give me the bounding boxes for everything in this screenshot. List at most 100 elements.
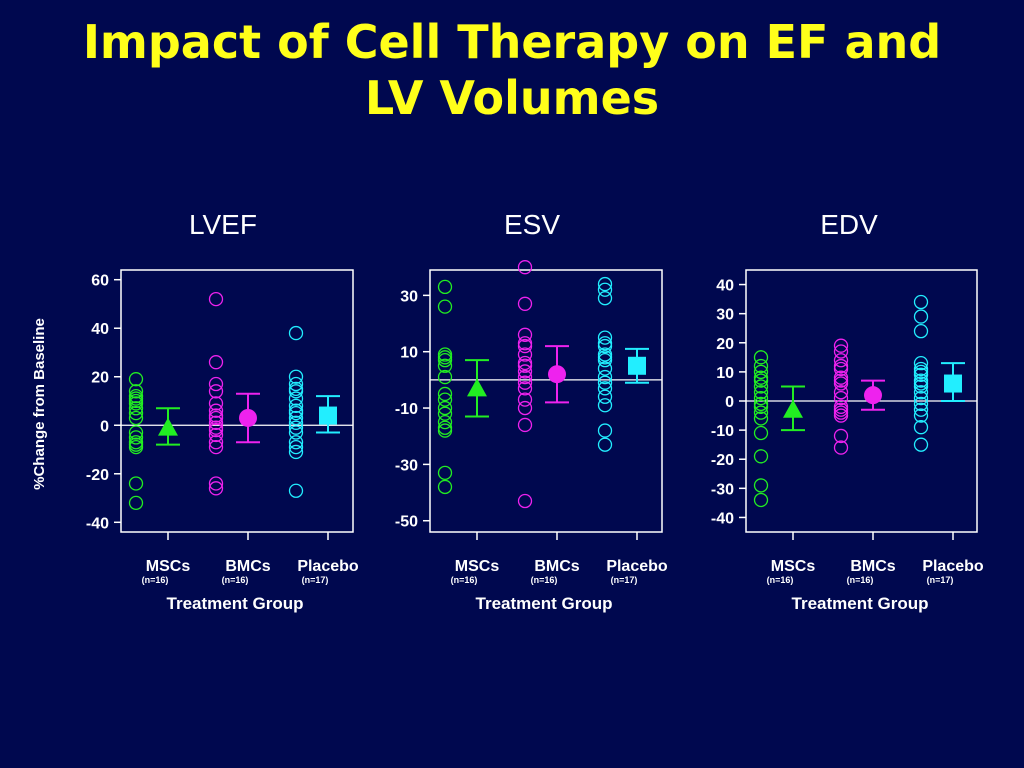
lvef-mscs-point [128, 495, 144, 511]
edv-category-label-bmcs: BMCs [850, 558, 895, 575]
lvef-mscs-point [128, 396, 144, 411]
lvef-mscs-point [128, 439, 144, 455]
edv-mscs-point [753, 358, 769, 374]
esv-mscs-point [437, 406, 453, 421]
edv-mscs-point [753, 364, 769, 380]
edv-mscs-point [753, 449, 769, 464]
lvef-placebo-point [288, 376, 304, 392]
esv-bmcs-point [517, 417, 533, 433]
edv-placebo-point [913, 396, 929, 412]
edv-placebo-point [913, 390, 929, 406]
lvef-mscs-point [128, 405, 144, 421]
lvef-placebo-point [288, 425, 304, 440]
esv-y-tick-label: -50 [395, 514, 418, 531]
lvef-placebo-point [288, 398, 304, 414]
edv-placebo-point [913, 408, 929, 423]
edv-mscs-point [753, 478, 769, 493]
lvef-placebo-point [288, 391, 304, 406]
lvef-mscs-point [128, 410, 144, 426]
lvef-category-label-placebo: Placebo [297, 558, 359, 575]
esv-placebo-point [597, 369, 613, 385]
lvef-mscs-point [128, 476, 144, 491]
esv-mscs-point [437, 369, 453, 385]
esv-mscs-point [437, 279, 453, 295]
lvef-mscs-point [128, 372, 144, 387]
esv-placebo-point [597, 361, 613, 376]
edv-placebo-point [913, 323, 929, 339]
edv-placebo-mean-marker [944, 374, 962, 393]
lvef-bmcs-point [208, 420, 224, 435]
lvef-bmcs-point [208, 439, 224, 455]
edv-y-tick-label: -40 [711, 510, 734, 527]
edv-placebo-point [913, 294, 929, 310]
esv-bmcs-point [517, 400, 533, 416]
esv-placebo-point [597, 330, 613, 345]
edv-y-tick-label: 30 [716, 307, 734, 324]
edv-bmcs-point [833, 390, 849, 406]
esv-bmcs-point [517, 327, 533, 342]
lvef-placebo-point [288, 420, 304, 435]
edv-category-label-mscs: MSCs [771, 558, 816, 575]
slide-title: Impact of Cell Therapy on EF and LV Volu… [0, 14, 1024, 126]
edv-category-label-placebo: Placebo [922, 558, 984, 575]
lvef-placebo-point [288, 405, 304, 421]
slide-title-line-2: LV Volumes [364, 71, 660, 125]
esv-mscs-point [437, 400, 453, 416]
esv-y-tick-label: -10 [395, 401, 418, 418]
lvef-mscs-point [128, 391, 144, 406]
edv-placebo-point [913, 364, 929, 380]
edv-placebo-point [913, 309, 929, 324]
esv-y-tick-label: 30 [400, 288, 418, 305]
edv-mscs-point [753, 370, 769, 385]
edv-panel-title: EDV [820, 209, 878, 240]
edv-placebo-point [913, 385, 929, 400]
edv-y-tick-label: 10 [716, 365, 734, 382]
lvef-bmcs-point [208, 291, 224, 307]
lvef-bmcs-mean-marker [239, 408, 257, 427]
esv-bmcs-point [517, 375, 533, 390]
lvef-n-label-mscs: (n=16) [142, 575, 169, 585]
lvef-bmcs-point [208, 355, 224, 370]
lvef-bmcs-point [208, 481, 224, 496]
esv-mscs-point [437, 414, 453, 430]
edv-bmcs-point [833, 385, 849, 400]
lvef-plot-frame [120, 269, 354, 533]
esv-bmcs-mean-marker [548, 365, 566, 384]
esv-bmcs-point [517, 260, 533, 275]
esv-bmcs-point [517, 381, 533, 396]
edv-bmcs-point [833, 353, 849, 368]
edv-mscs-point [753, 390, 769, 406]
lvef-placebo-point [288, 381, 304, 397]
edv-placebo-point [913, 420, 929, 435]
lvef-bmcs-point [208, 476, 224, 491]
lvef-y-tick-label: 0 [100, 418, 109, 435]
lvef-x-axis-label: Treatment Group [167, 594, 304, 613]
esv-mscs-point [437, 350, 453, 365]
edv-placebo-point [913, 437, 929, 452]
esv-mscs-point [437, 479, 453, 495]
esv-y-tick-label: -30 [395, 457, 418, 474]
edv-bmcs-point [833, 428, 849, 444]
edv-bmcs-point [833, 344, 849, 359]
lvef-placebo-point [288, 483, 304, 498]
lvef-mscs-point [128, 384, 144, 399]
lvef-mscs-point [128, 430, 144, 445]
edv-placebo-point [913, 402, 929, 417]
esv-mscs-point [437, 358, 453, 373]
lvef-placebo-mean-marker [319, 406, 337, 425]
esv-plot-area [429, 269, 663, 533]
lvef-placebo-point [288, 410, 304, 426]
edv-y-tick-label: -10 [711, 423, 734, 440]
edv-mscs-point [753, 379, 769, 394]
esv-bmcs-point [517, 296, 533, 311]
lvef-n-label-placebo: (n=17) [302, 575, 329, 585]
esv-category-label-placebo: Placebo [606, 558, 668, 575]
edv-bmcs-point [833, 440, 849, 455]
lvef-y-tick-label: 40 [91, 321, 109, 338]
lvef-bmcs-point [208, 427, 224, 443]
lvef-panel-title: LVEF [189, 209, 257, 240]
edv-mscs-point [753, 385, 769, 400]
edv-y-tick-label: -20 [711, 452, 734, 469]
lvef-placebo-point [288, 439, 304, 455]
esv-plot-frame [429, 269, 663, 533]
